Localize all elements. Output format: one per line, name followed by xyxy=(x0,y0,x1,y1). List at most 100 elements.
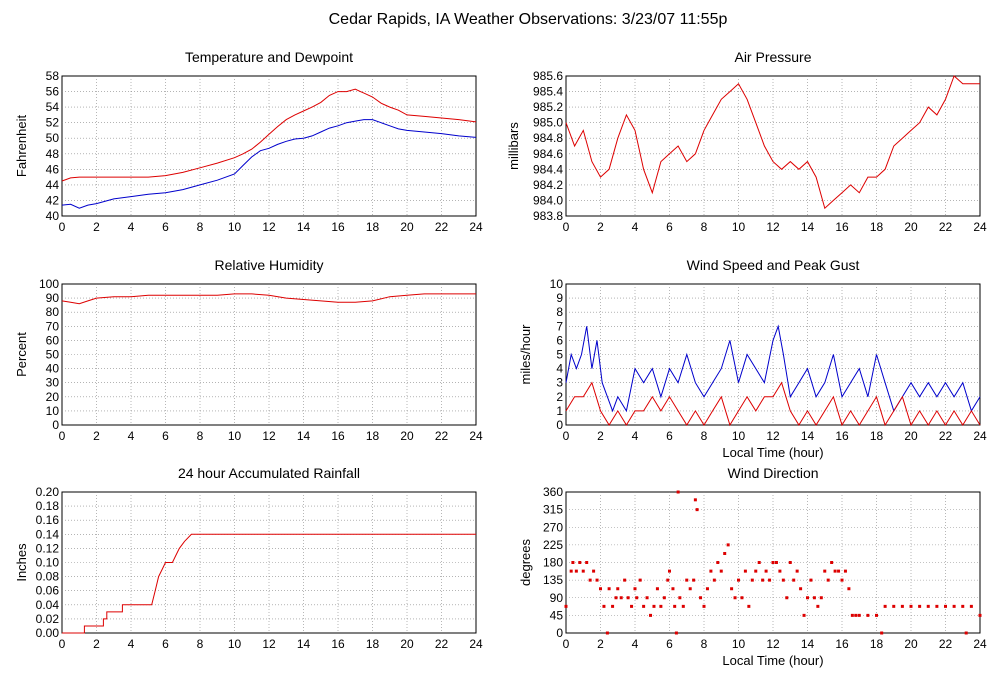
y-tick-label: 2 xyxy=(556,390,563,404)
y-tick-label: 90 xyxy=(46,291,60,305)
y-tick-label: 44 xyxy=(46,178,60,192)
page-title: Cedar Rapids, IA Weather Observations: 3… xyxy=(329,11,728,28)
y-tick-label: 0.06 xyxy=(36,584,60,598)
series-line-0 xyxy=(61,293,476,305)
data-point xyxy=(569,569,573,573)
data-point xyxy=(699,596,703,600)
data-point xyxy=(795,569,799,573)
y-tick-label: 984.8 xyxy=(533,131,563,145)
x-tick-label: 22 xyxy=(435,637,449,651)
data-point xyxy=(826,578,830,582)
x-tick-label: 10 xyxy=(228,429,242,443)
x-tick-label: 12 xyxy=(766,637,780,651)
y-tick-label: 984.0 xyxy=(533,193,563,207)
y-tick-label: 5 xyxy=(556,348,563,362)
data-point xyxy=(764,569,768,573)
y-tick-label: 50 xyxy=(46,348,60,362)
y-axis-label: miles/hour xyxy=(518,324,533,385)
y-tick-label: 0.16 xyxy=(36,513,60,527)
x-tick-label: 0 xyxy=(563,637,570,651)
data-point xyxy=(883,604,887,608)
data-point xyxy=(659,604,663,608)
x-tick-label: 20 xyxy=(904,220,918,234)
x-tick-label: 0 xyxy=(59,429,66,443)
data-point xyxy=(571,561,575,564)
data-point xyxy=(709,569,713,573)
x-tick-label: 22 xyxy=(435,220,449,234)
series-line-1 xyxy=(61,119,477,209)
data-point xyxy=(678,596,682,600)
y-tick-label: 52 xyxy=(46,116,60,130)
x-tick-label: 18 xyxy=(366,429,380,443)
data-point xyxy=(900,604,904,608)
data-point xyxy=(964,631,968,635)
series-line-1 xyxy=(565,381,981,427)
data-point xyxy=(747,604,751,608)
x-tick-label: 6 xyxy=(666,220,673,234)
data-point xyxy=(712,578,716,582)
y-tick-label: 985.4 xyxy=(533,85,563,99)
x-tick-label: 20 xyxy=(400,220,414,234)
data-point xyxy=(774,561,778,564)
x-tick-label: 12 xyxy=(262,429,276,443)
x-tick-label: 12 xyxy=(262,220,276,234)
y-tick-label: 10 xyxy=(550,277,564,291)
data-point xyxy=(633,587,637,591)
y-tick-label: 7 xyxy=(556,319,563,333)
x-tick-label: 18 xyxy=(870,220,884,234)
x-tick-label: 10 xyxy=(228,220,242,234)
data-point xyxy=(854,613,858,617)
data-point xyxy=(626,596,630,600)
y-tick-label: 6 xyxy=(556,333,563,347)
data-point xyxy=(792,578,796,582)
y-tick-label: 315 xyxy=(543,503,563,517)
x-tick-label: 14 xyxy=(801,220,815,234)
data-point xyxy=(574,569,578,573)
data-point xyxy=(693,498,697,502)
chart-title: Wind Speed and Peak Gust xyxy=(687,257,860,273)
data-point xyxy=(671,587,675,591)
y-tick-label: 983.8 xyxy=(533,209,563,223)
x-tick-label: 2 xyxy=(93,637,100,651)
x-tick-label: 14 xyxy=(297,429,311,443)
y-tick-label: 985.0 xyxy=(533,116,563,130)
y-tick-label: 10 xyxy=(46,404,60,418)
y-tick-label: 20 xyxy=(46,390,60,404)
x-tick-label: 0 xyxy=(563,429,570,443)
data-point xyxy=(649,613,653,617)
x-tick-label: 20 xyxy=(400,429,414,443)
x-tick-label: 24 xyxy=(973,220,987,234)
y-tick-label: 0 xyxy=(556,626,563,640)
x-tick-label: 16 xyxy=(835,220,849,234)
x-tick-label: 8 xyxy=(197,220,204,234)
data-point xyxy=(880,631,884,635)
y-axis-label: Fahrenheit xyxy=(14,115,29,178)
data-point xyxy=(676,490,680,494)
data-point xyxy=(564,604,568,608)
data-point xyxy=(969,604,973,608)
data-point xyxy=(847,587,851,591)
x-tick-label: 24 xyxy=(469,429,483,443)
x-axis-label: Local Time (hour) xyxy=(722,445,823,460)
data-point xyxy=(952,604,956,608)
data-point xyxy=(926,604,930,608)
x-tick-label: 10 xyxy=(732,637,746,651)
x-tick-label: 8 xyxy=(197,637,204,651)
y-tick-label: 54 xyxy=(46,100,60,114)
y-tick-label: 56 xyxy=(46,85,60,99)
x-tick-label: 24 xyxy=(469,220,483,234)
data-point xyxy=(754,569,758,573)
data-point xyxy=(605,631,609,635)
y-tick-label: 0.12 xyxy=(36,541,60,555)
data-point xyxy=(630,604,634,608)
data-point xyxy=(978,613,982,617)
data-point xyxy=(857,613,861,617)
series-line-0 xyxy=(61,88,477,182)
x-tick-label: 22 xyxy=(939,637,953,651)
series-line-0 xyxy=(62,533,476,634)
chart-title: Relative Humidity xyxy=(215,257,324,273)
x-tick-label: 18 xyxy=(870,637,884,651)
y-tick-label: 0.20 xyxy=(36,485,60,499)
data-point xyxy=(737,578,740,582)
